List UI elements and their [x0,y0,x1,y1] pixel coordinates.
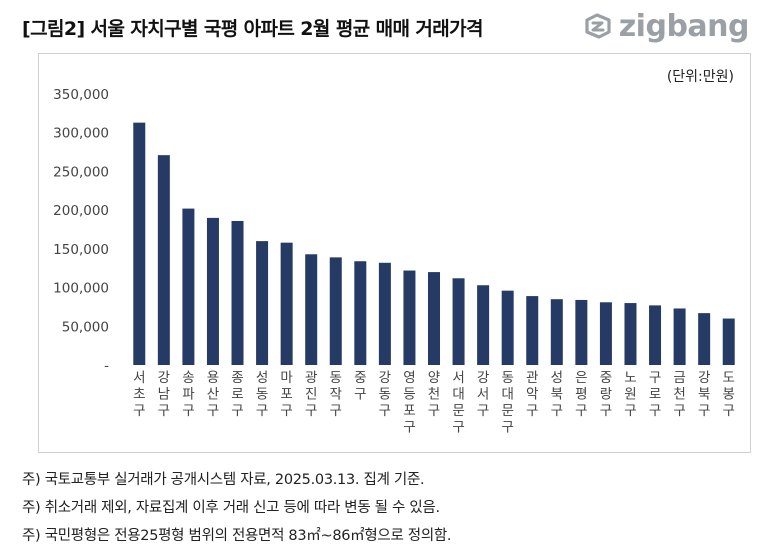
bar [698,313,711,365]
bar [403,270,416,365]
bar [649,305,662,365]
bar [526,296,539,365]
chart-area: (단위:만원) - 50,000 100,000 150,000 200,000 250,… [38,53,751,453]
zigbang-logo: zigbang [583,6,750,46]
footnotes: 주) 국토교통부 실거래가 공개시스템 자료, 2025.03.13. 집계 기… [22,466,452,550]
bar [256,241,269,365]
bar [599,302,612,365]
zigbang-logo-icon [585,13,611,39]
bar [280,242,293,365]
footnote: 주) 취소거래 제외, 자료집계 이후 거래 신고 등에 따라 변동 될 수 있… [22,500,440,516]
bar [182,208,195,365]
bar [673,308,686,365]
bar [428,272,440,365]
y-tick-label: 200,000 [53,203,109,219]
bar [231,220,244,365]
chart-title: [그림2] 서울 자치구별 국평 아파트 2월 평균 매매 거래가격 [22,18,483,40]
bar [477,285,490,365]
footnote: 주) 국민평형은 전용25평형 범위의 전용면적 83㎡~86㎡형으로 정의함. [22,528,452,544]
zigbang-logo-text: zigbang [618,8,750,44]
y-tick-label: 300,000 [53,126,109,142]
bar-chart: - 50,000 100,000 150,000 200,000 250,000 300,0… [53,87,735,436]
unit-label: (단위:만원) [666,69,734,85]
y-tick-label: - [104,358,109,374]
bar [305,254,318,365]
footnote: 주) 국토교통부 실거래가 공개시스템 자료, 2025.03.13. 집계 기… [22,472,425,488]
bar [206,217,219,365]
bar [452,278,465,365]
y-tick-label: 350,000 [53,87,109,103]
bar [550,299,563,365]
bar [133,122,146,365]
y-tick-label: 50,000 [62,319,109,335]
bar [378,262,391,365]
y-tick-label: 250,000 [53,164,109,180]
bar [722,318,735,365]
bar [354,261,367,365]
bar [575,299,588,365]
y-tick-label: 150,000 [53,242,109,258]
y-tick-label: 100,000 [53,281,109,297]
bar [624,303,637,365]
bar [157,155,170,365]
bar [501,290,514,365]
bar [329,257,342,365]
